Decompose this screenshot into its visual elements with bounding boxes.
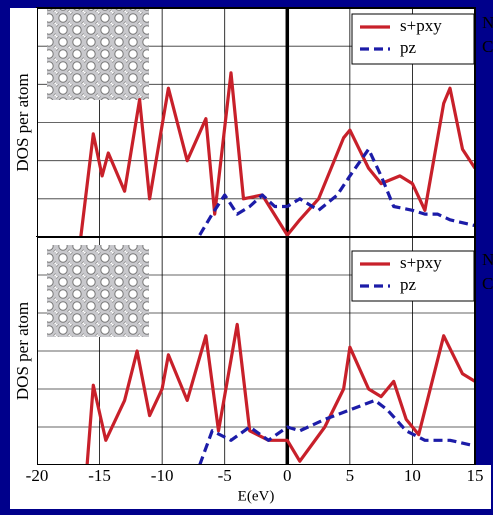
x-tick-label: 0 — [283, 466, 292, 485]
y-label-bg — [10, 8, 37, 237]
y-label-bg — [10, 237, 37, 465]
series-line — [198, 147, 475, 236]
x-tick-label: -15 — [88, 466, 111, 485]
y-axis-label: DOS per atom — [13, 302, 32, 400]
x-tick-label: -5 — [218, 466, 232, 485]
y-axis-label: DOS per atom — [13, 73, 32, 171]
x-tick-label: -10 — [151, 466, 174, 485]
x-label-bg — [10, 465, 491, 509]
annotation: N — [482, 250, 493, 269]
structure-inset — [47, 245, 149, 337]
annotation: C — [482, 274, 493, 293]
annotation: N — [482, 13, 493, 32]
legend-label: s+pxy — [400, 16, 442, 35]
legend-box — [351, 13, 475, 65]
x-axis-label: E(eV) — [238, 488, 275, 504]
x-tick-label: 15 — [467, 466, 484, 485]
x-tick-label: 10 — [404, 466, 421, 485]
x-tick-label: 5 — [346, 466, 355, 485]
legend-label: pz — [400, 38, 417, 57]
x-tick-label: -20 — [26, 466, 49, 485]
series-line — [79, 71, 475, 237]
annotation: C — [482, 37, 493, 56]
structure-inset — [47, 8, 149, 100]
legend-box — [351, 250, 475, 302]
legend-label: pz — [400, 275, 417, 294]
legend-label: s+pxy — [400, 253, 442, 272]
